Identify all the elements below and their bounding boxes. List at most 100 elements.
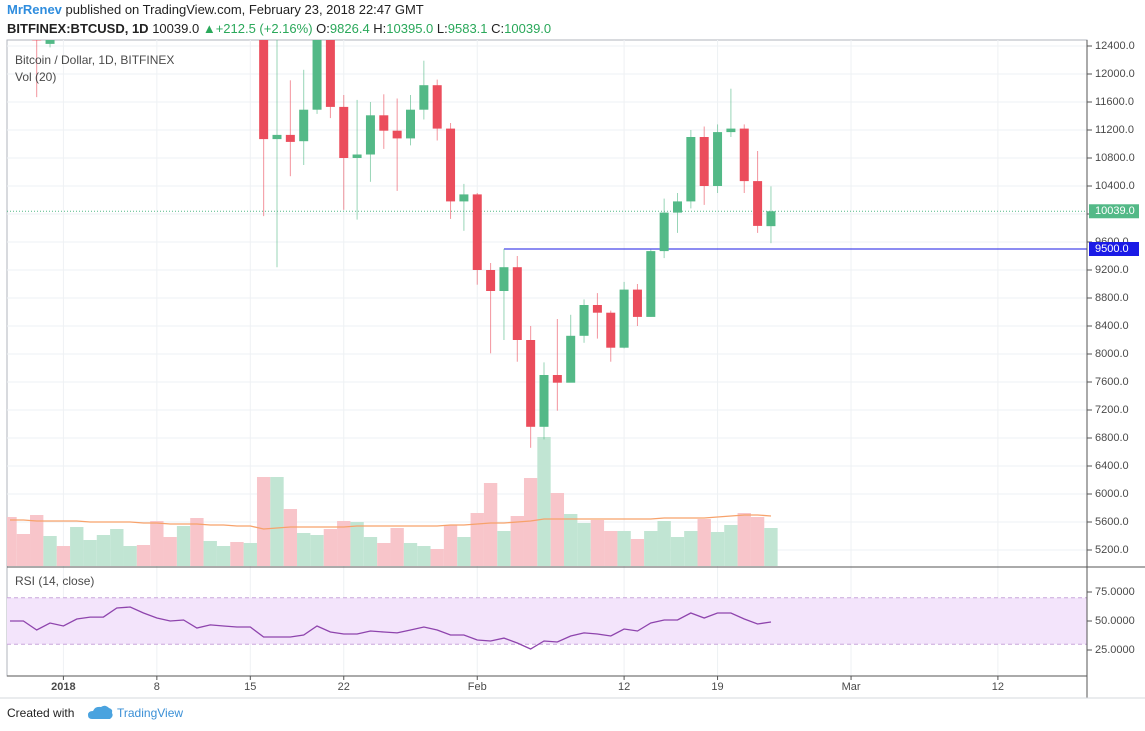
- y-tick-label: 5200.0: [1095, 544, 1129, 556]
- volume-bar: [323, 529, 338, 566]
- volume-bar: [430, 549, 444, 566]
- x-tick-label: 12: [618, 681, 630, 693]
- ohlc-value: 9826.4: [329, 21, 370, 36]
- y-tick-label: 8000.0: [1095, 348, 1129, 360]
- y-tick-label: 6800.0: [1095, 432, 1129, 444]
- y-tick-label: 6000.0: [1095, 488, 1129, 500]
- volume-bar: [443, 525, 458, 566]
- candle-body: [379, 115, 389, 131]
- volume-bar: [697, 519, 711, 566]
- symbol: BITFINEX:BTCUSD, 1D: [7, 21, 149, 36]
- candle-body: [419, 85, 429, 110]
- y-tick-label: 11600.0: [1095, 96, 1134, 108]
- volume-bar: [43, 536, 57, 566]
- candle-body: [686, 137, 696, 202]
- quote-line: BITFINEX:BTCUSD, 1D 10039.0 ▲+212.5 (+2.…: [7, 21, 551, 36]
- candle-body: [459, 194, 469, 202]
- candle-body: [552, 375, 562, 383]
- candle-body: [392, 130, 402, 139]
- x-tick-label: 12: [992, 681, 1004, 693]
- y-tick-label: 12000.0: [1095, 68, 1135, 80]
- candle-body: [713, 132, 723, 186]
- candle-body: [32, 40, 42, 41]
- footer-brand[interactable]: TradingView: [117, 706, 183, 720]
- volume-bar: [550, 493, 565, 566]
- volume-bar: [710, 532, 725, 566]
- candle-body: [566, 335, 576, 383]
- volume-bar: [350, 522, 364, 566]
- candle-body: [285, 134, 295, 142]
- volume-bar: [243, 543, 257, 566]
- volume-bar: [390, 528, 404, 566]
- candle-body: [312, 40, 322, 110]
- candle-body: [339, 106, 349, 158]
- change: +212.5 (+2.16%): [215, 21, 313, 36]
- candle-body: [325, 40, 335, 107]
- candle-body: [646, 251, 656, 317]
- volume-bar: [617, 531, 631, 566]
- volume-bar: [283, 509, 298, 566]
- volume-bar: [230, 542, 244, 566]
- y-tick-label: 11200.0: [1095, 124, 1134, 136]
- candle-body: [272, 134, 282, 140]
- last-price-box: [1089, 204, 1139, 219]
- candle-body: [579, 305, 589, 336]
- volume-bar: [470, 513, 484, 566]
- candle-body: [619, 289, 629, 348]
- arrow: ▲: [202, 21, 216, 36]
- volume-bar: [764, 528, 778, 566]
- ohlc-value: 10039.0: [504, 21, 552, 36]
- volume-bar: [630, 539, 645, 566]
- volume-legend: Vol (20): [15, 70, 56, 84]
- volume-bar: [417, 546, 431, 566]
- author[interactable]: MrRenev: [7, 2, 62, 17]
- y-tick-label: 25.0000: [1095, 644, 1135, 656]
- candle-body: [352, 154, 362, 158]
- ohlc-label: L:: [436, 21, 448, 36]
- candle-body: [45, 40, 55, 44]
- volume-bar: [270, 477, 284, 566]
- x-tick-label: 2018: [51, 681, 75, 693]
- x-tick-label: 8: [154, 681, 160, 693]
- volume-bar: [337, 521, 351, 566]
- x-tick-label: 15: [244, 681, 256, 693]
- y-tick-label: 75.0000: [1095, 586, 1135, 598]
- candle-body: [592, 305, 602, 313]
- volume-bar: [377, 543, 391, 566]
- x-tick-label: Mar: [842, 681, 861, 693]
- rsi-line: [10, 606, 772, 650]
- x-tick-label: 22: [338, 681, 350, 693]
- volume-bar: [510, 516, 524, 566]
- symbol-legend: Bitcoin / Dollar, 1D, BITFINEX: [15, 53, 174, 67]
- hline-box: [1089, 242, 1139, 256]
- y-tick-label: 10800.0: [1095, 152, 1135, 164]
- volume-bar: [577, 523, 591, 566]
- volume-bar: [537, 437, 551, 566]
- candle-body: [659, 212, 669, 252]
- volume-bar: [96, 535, 111, 566]
- hline-label: 9500.0: [1095, 243, 1129, 255]
- volume-bar: [523, 478, 538, 566]
- volume-bar: [176, 526, 191, 566]
- volume-bar: [403, 543, 418, 566]
- volume-bar: [203, 541, 217, 566]
- ohlc-label: O:: [316, 21, 330, 36]
- volume-bar: [737, 513, 751, 566]
- y-tick-label: 5600.0: [1095, 516, 1129, 528]
- volume-bar: [70, 527, 84, 566]
- volume-bar: [83, 540, 97, 566]
- last-price-label: 10039.0: [1095, 205, 1135, 217]
- candle-body: [539, 375, 549, 427]
- volume-bar: [297, 533, 311, 566]
- rsi-legend: RSI (14, close): [15, 574, 94, 588]
- y-tick-label: 7200.0: [1095, 404, 1129, 416]
- x-tick-label: 19: [711, 681, 723, 693]
- rsi-band: [7, 597, 1087, 645]
- volume-bar: [564, 514, 578, 566]
- volume-bar: [190, 518, 204, 566]
- volume-bar: [457, 537, 471, 566]
- candle-body: [486, 270, 496, 291]
- candle-body: [432, 85, 442, 129]
- volume-bar: [363, 537, 378, 566]
